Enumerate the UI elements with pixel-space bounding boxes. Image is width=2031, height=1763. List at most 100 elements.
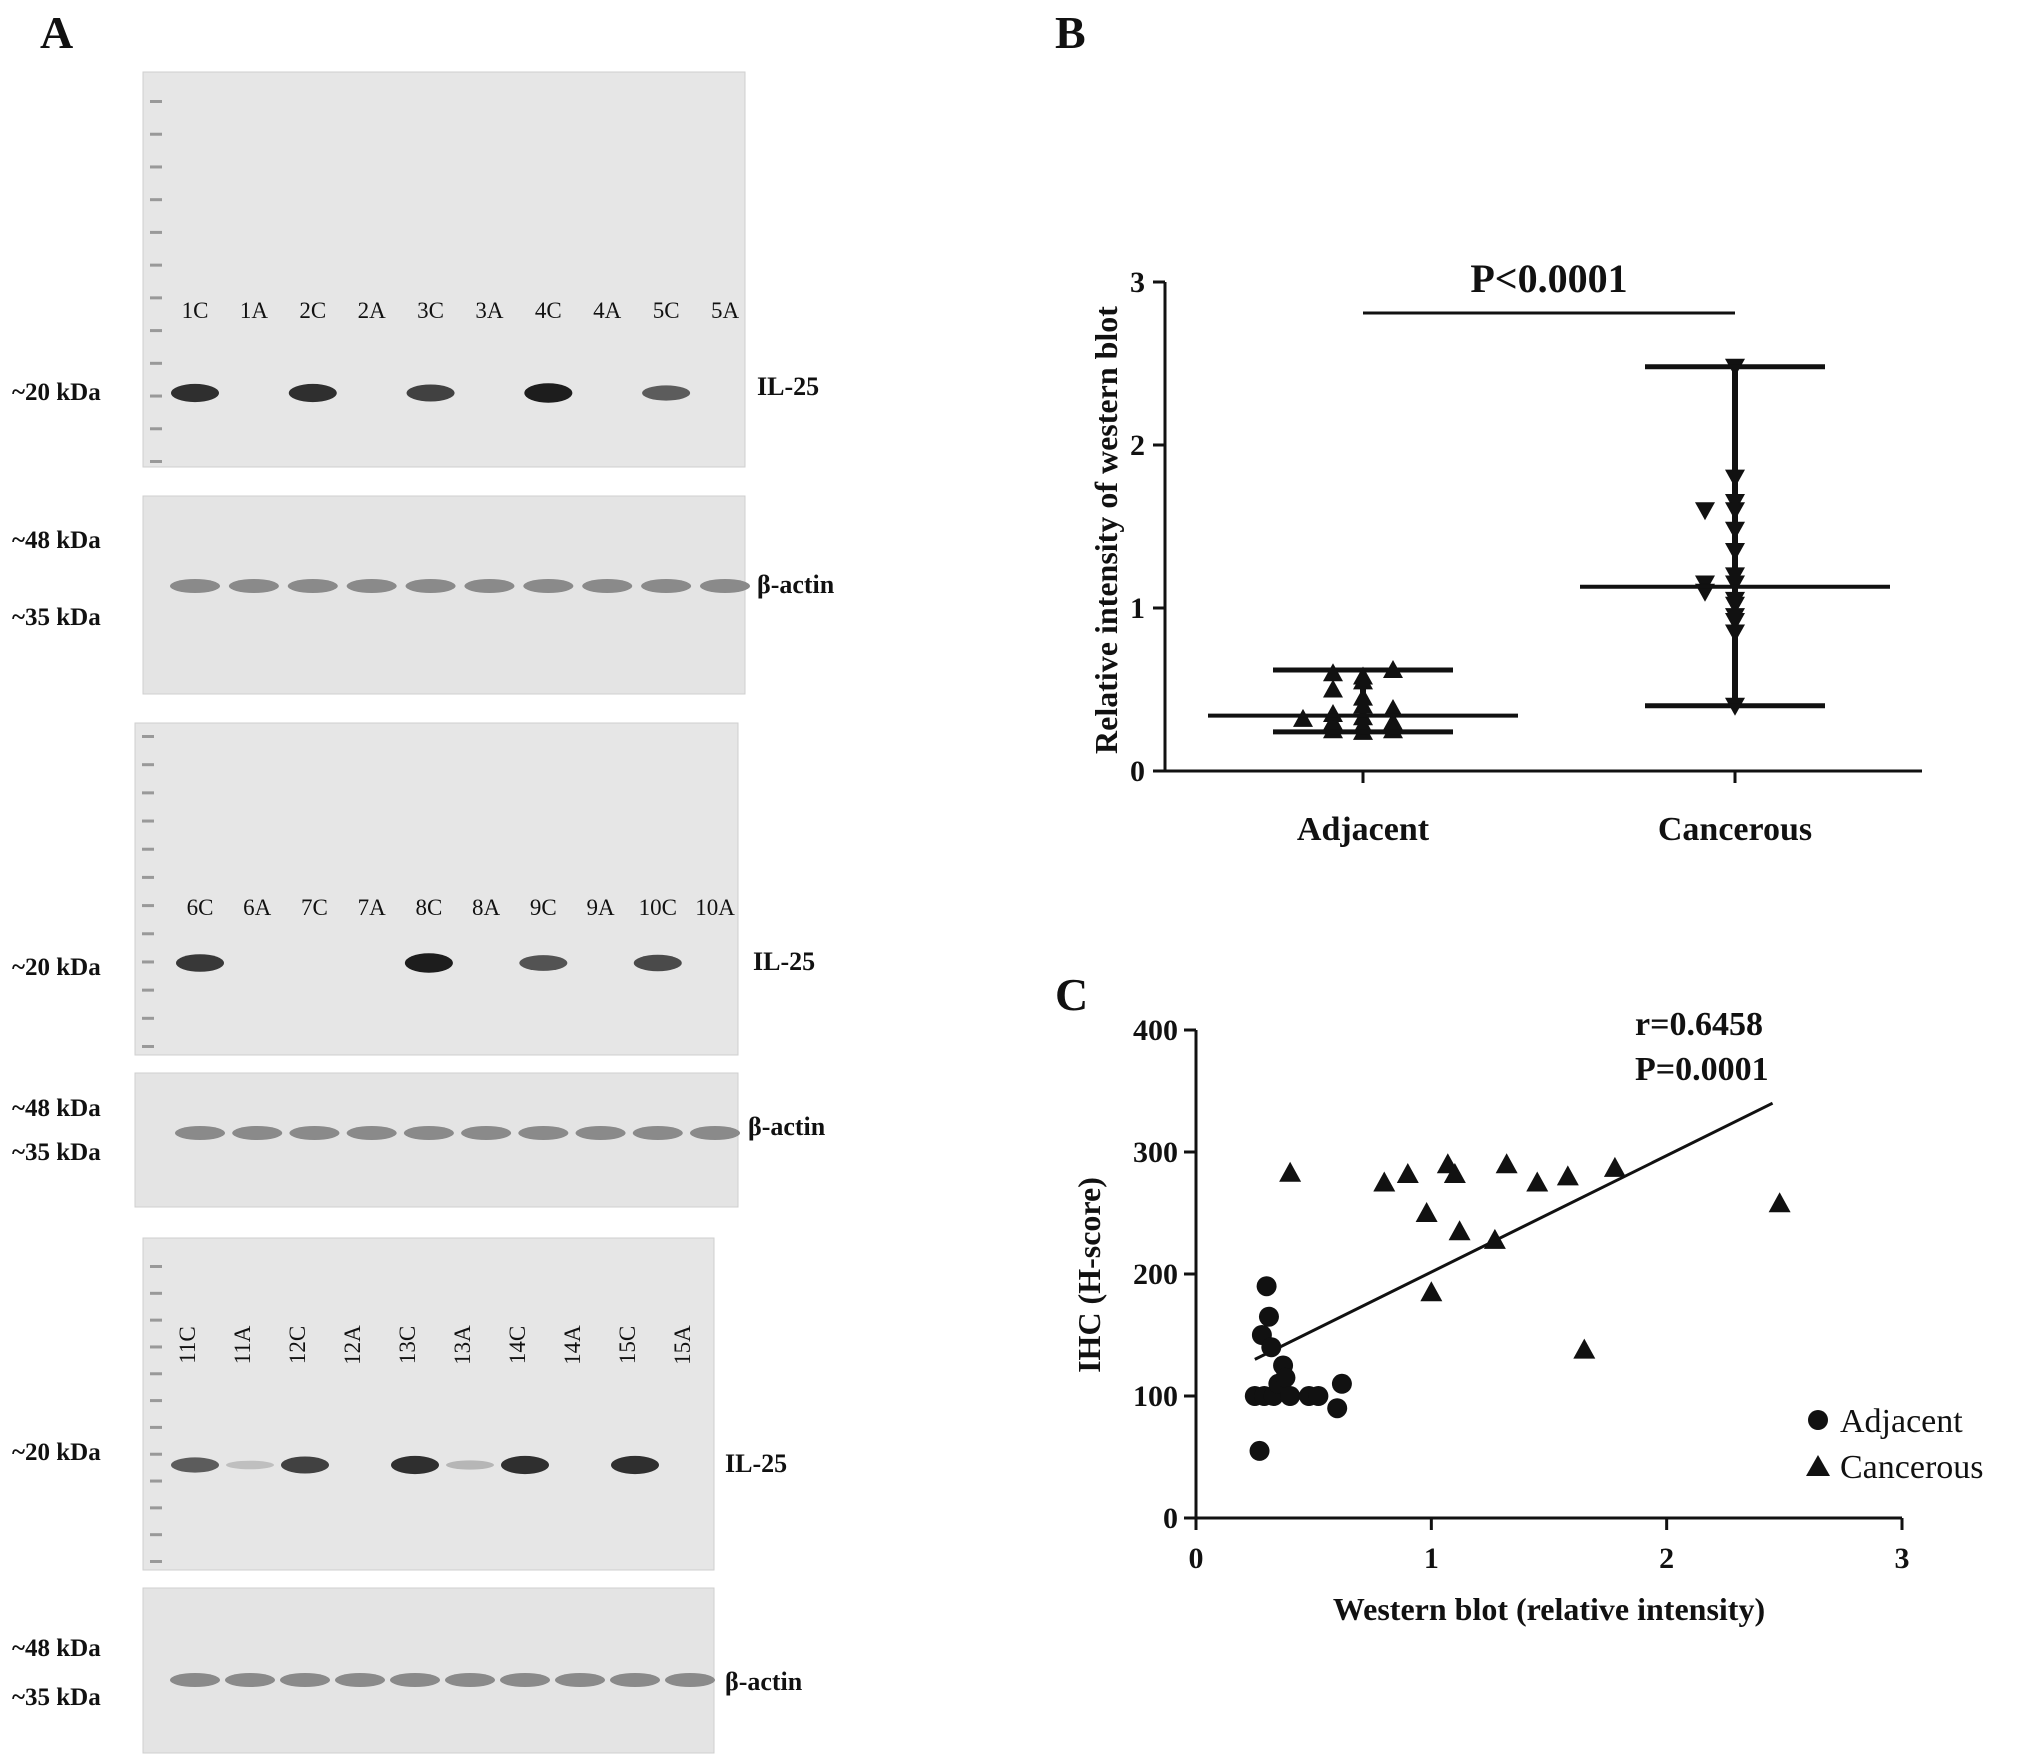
ladder-mark bbox=[150, 132, 162, 136]
data-point bbox=[1383, 699, 1403, 718]
lane-label: 6C bbox=[187, 895, 214, 920]
il25-band bbox=[176, 954, 224, 972]
ladder-mark bbox=[150, 263, 162, 267]
lane-label: 5A bbox=[711, 298, 740, 323]
actin-bands-1 bbox=[170, 579, 750, 593]
actin-band bbox=[464, 579, 515, 593]
ladder-mark bbox=[150, 100, 162, 103]
data-point bbox=[1603, 1156, 1626, 1177]
actin-band bbox=[346, 1126, 397, 1140]
actin-label-3: β-actin bbox=[725, 1667, 803, 1696]
actin-band bbox=[641, 579, 692, 593]
panel-c-letter: C bbox=[1055, 969, 1088, 1020]
blot-group-2: 6C 6A 7C 7A 8C 8A 9C 9A 10C 10A ~20 kDa IL-25 ~48… bbox=[12, 722, 826, 1208]
actin-marker-48-2: ~48 kDa bbox=[12, 1095, 101, 1122]
ladder-mark bbox=[142, 904, 154, 908]
lane-label: 3A bbox=[475, 298, 504, 323]
lane-label: 1A bbox=[240, 298, 269, 323]
data-point bbox=[1280, 1386, 1301, 1406]
x-tick-label: 1 bbox=[1424, 1542, 1439, 1575]
ladder-mark bbox=[150, 394, 162, 398]
actin-band bbox=[582, 579, 633, 593]
actin-band bbox=[500, 1673, 550, 1687]
chart-c-legend: Adjacent Cancerous bbox=[1806, 1403, 1984, 1486]
ladder-mark bbox=[150, 1345, 162, 1349]
actin-band bbox=[518, 1126, 569, 1140]
y-tick-label: 1 bbox=[1130, 592, 1145, 625]
actin-band bbox=[700, 579, 750, 593]
il25-marker-2: ~20 kDa bbox=[12, 954, 101, 981]
data-point bbox=[1293, 708, 1313, 727]
data-point bbox=[1448, 1220, 1471, 1241]
legend-adjacent-marker bbox=[1808, 1410, 1828, 1430]
actin-band bbox=[170, 579, 220, 593]
ladder-1 bbox=[150, 100, 162, 463]
ladder-mark bbox=[142, 735, 154, 738]
category-label: Cancerous bbox=[1658, 811, 1812, 848]
lane-label: 8C bbox=[415, 895, 442, 920]
actin-band bbox=[665, 1673, 715, 1687]
ladder-mark bbox=[150, 1265, 162, 1268]
lane-label: 13A bbox=[450, 1325, 475, 1365]
lane-labels-2: 6C 6A 7C 7A 8C 8A 9C 9A 10C 10A bbox=[187, 895, 736, 920]
actin-marker-48-3: ~48 kDa bbox=[12, 1635, 101, 1662]
actin-membrane-2 bbox=[134, 1072, 739, 1208]
data-point bbox=[1249, 1440, 1270, 1461]
lane-label: 5C bbox=[653, 298, 680, 323]
data-point bbox=[1258, 1306, 1279, 1327]
lane-label: 11C bbox=[175, 1326, 200, 1364]
lane-label: 1C bbox=[182, 298, 209, 323]
data-point bbox=[1308, 1386, 1329, 1406]
lane-label: 7C bbox=[301, 895, 328, 920]
data-point bbox=[1483, 1228, 1506, 1249]
actin-marker-35-3: ~35 kDa bbox=[12, 1684, 101, 1711]
il25-band bbox=[524, 383, 573, 403]
y-tick-label: 400 bbox=[1133, 1014, 1178, 1047]
data-point bbox=[1495, 1153, 1518, 1174]
actin-band bbox=[403, 1126, 454, 1140]
panel-a-letter: A bbox=[40, 7, 73, 58]
ladder-mark bbox=[142, 960, 154, 964]
actin-band bbox=[405, 579, 456, 593]
ladder-mark bbox=[150, 198, 162, 202]
lane-label: 10C bbox=[639, 895, 677, 920]
actin-marker-48-1: ~48 kDa bbox=[12, 527, 101, 554]
y-tick-label: 0 bbox=[1163, 1502, 1178, 1535]
chart-c-x-ticks: 0 1 2 3 bbox=[1189, 1518, 1910, 1575]
actin-band bbox=[390, 1673, 440, 1687]
lane-label: 2C bbox=[299, 298, 326, 323]
actin-band bbox=[461, 1126, 512, 1140]
ladder-mark bbox=[150, 1533, 162, 1537]
ladder-2 bbox=[142, 735, 154, 1048]
il25-band bbox=[446, 1460, 494, 1470]
chart-b-y-ticks: 0 1 2 3 bbox=[1130, 266, 1165, 788]
actin-label-1: β-actin bbox=[757, 570, 835, 599]
data-point bbox=[1573, 1338, 1596, 1359]
il25-label-2: IL-25 bbox=[753, 947, 815, 976]
lane-label: 9C bbox=[530, 895, 557, 920]
actin-band bbox=[287, 579, 338, 593]
il25-band bbox=[611, 1455, 659, 1475]
ladder-mark bbox=[150, 427, 162, 431]
actin-bands-3 bbox=[170, 1673, 715, 1687]
ladder-mark bbox=[142, 1016, 154, 1020]
ladder-mark bbox=[150, 460, 162, 463]
actin-band bbox=[232, 1126, 283, 1140]
lane-label: 13C bbox=[395, 1326, 420, 1364]
lane-label: 2A bbox=[358, 298, 387, 323]
il25-band bbox=[171, 1457, 219, 1473]
actin-band bbox=[523, 579, 574, 593]
actin-bands-2 bbox=[175, 1126, 740, 1140]
il25-membrane-3 bbox=[142, 1237, 715, 1571]
x-tick-label: 3 bbox=[1895, 1542, 1910, 1575]
lane-label: 14A bbox=[560, 1325, 585, 1365]
lane-label: 15A bbox=[670, 1325, 695, 1365]
data-point bbox=[1323, 679, 1343, 698]
blot-group-3: 11C 11A 12C 12A 13C 13A 14C 14A 15C 15A ~20 kDa I… bbox=[12, 1237, 803, 1754]
data-point bbox=[1275, 1367, 1296, 1388]
il25-label-3: IL-25 bbox=[725, 1449, 787, 1478]
data-point bbox=[1373, 1171, 1396, 1192]
x-tick-label: 0 bbox=[1189, 1542, 1204, 1575]
chart-c-fit-line bbox=[1254, 1101, 1774, 1361]
lane-label: 9A bbox=[586, 895, 615, 920]
